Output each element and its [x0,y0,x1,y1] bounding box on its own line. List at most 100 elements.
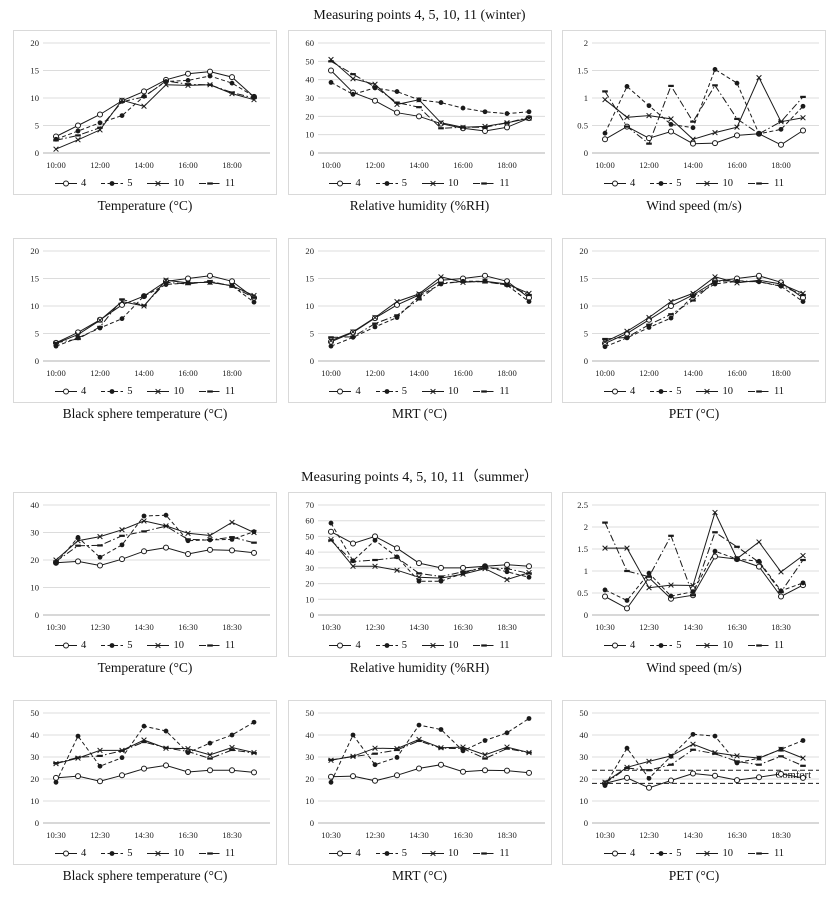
marker-dash-icon [349,335,356,338]
series-4-line [604,275,804,344]
marker-circle-open-icon [646,784,652,791]
y-tick-label: 10 [30,796,39,806]
marker-dash-icon [481,390,488,393]
marker-dash-icon [141,95,147,98]
marker-dash-icon [229,536,235,539]
marker-circle-filled-icon [690,731,696,737]
x-tick-label: 18:30 [497,622,517,632]
marker-x-icon [119,526,125,533]
legend-label: 4 [355,640,361,651]
y-tick-label: 10 [305,796,314,806]
marker-dash-icon [437,127,444,130]
marker-x-icon [690,136,696,143]
marker-x-icon [75,331,81,338]
marker-x-icon [141,103,147,110]
marker-circle-filled-icon [372,762,377,768]
marker-circle-filled-icon [251,719,257,725]
series-10-line [604,276,804,343]
marker-circle-filled-icon [109,643,115,648]
series-4-line [604,126,804,146]
marker-circle-open-icon [415,560,422,567]
y-tick-label: 20 [305,579,314,589]
x-tick-label: 18:00 [771,160,791,170]
x-tick-label: 16:00 [727,368,747,378]
legend-label: 4 [629,640,636,651]
chart-legend: 4 5 10 11 [14,382,276,401]
marker-circle-open-icon [119,772,125,779]
marker-x-icon [800,552,806,559]
chart-title: Black sphere temperature (°C) [62,406,228,421]
marker-circle-open-icon [337,388,344,395]
legend-key-icon [421,388,444,395]
legend-key-icon [198,182,221,185]
marker-x-icon [704,850,711,857]
marker-x-icon [503,576,510,583]
y-tick-label: 60 [305,516,314,526]
x-tick-label: 14:30 [409,622,429,632]
x-tick-label: 14:30 [683,622,703,632]
legend-item-4: 4 [329,640,361,651]
legend-item-11: 11 [198,848,235,859]
marker-dash-icon [525,572,532,575]
chart-winter-wind-speed: 0 0.5 1 1.5 2 10:00 12:00 14:00 16:00 18:00 4 5 10 11… [562,30,826,214]
marker-dash-icon [778,591,784,594]
marker-x-icon [756,755,762,761]
legend-label: 11 [499,386,510,397]
x-tick-label: 16:30 [453,830,473,840]
marker-circle-open-icon [75,122,81,129]
marker-dash-icon [481,644,488,647]
marker-circle-open-icon [327,67,334,74]
x-tick-label: 14:00 [683,160,703,170]
legend-key-icon [603,388,626,395]
x-tick-label: 12:00 [90,368,110,378]
legend-key-icon [421,642,444,649]
marker-dash-icon [646,769,652,772]
legend-label: 11 [499,848,510,859]
marker-circle-filled-icon [712,733,718,739]
marker-circle-open-icon [229,547,235,554]
marker-circle-filled-icon [646,103,652,109]
marker-x-icon [437,119,444,126]
marker-dash-icon [415,106,422,109]
marker-x-icon [97,747,103,754]
marker-circle-filled-icon [75,733,81,739]
marker-x-icon [690,741,696,747]
marker-x-icon [704,388,711,395]
y-tick-label: 1.5 [577,544,588,554]
marker-x-icon [690,290,696,297]
y-tick-label: 0 [584,610,588,620]
x-tick-label: 12:30 [90,830,110,840]
chart-area: 0 10 20 30 40 50 60 70 10:30 12:30 14:30 16:30 18:30… [287,492,552,657]
marker-x-icon [371,314,378,321]
legend-label: 11 [773,178,785,189]
y-tick-label: 50 [305,531,314,541]
y-tick-label: 0 [35,610,39,620]
legend-key-icon [101,851,124,856]
marker-circle-filled-icon [646,775,652,781]
marker-circle-filled-icon [53,779,59,785]
marker-dash-icon [53,341,59,344]
marker-dash-icon [712,280,718,283]
legend-item-11: 11 [473,848,510,859]
y-tick-label: 0.5 [577,121,588,131]
legend-item-11: 11 [198,386,235,397]
marker-x-icon [415,291,422,297]
x-tick-label: 12:30 [639,622,659,632]
legend-key-icon [696,850,719,857]
marker-x-icon [349,563,356,570]
x-tick-label: 12:30 [90,622,110,632]
x-tick-label: 10:00 [321,368,341,378]
series-5-line [604,550,804,602]
legend-label: 10 [173,386,184,397]
legend-label: 5 [401,178,407,189]
marker-circle-filled-icon [75,128,81,134]
chart-summer-pet: 0 10 20 30 40 50 10:30 12:30 14:30 16:30 18:30 Comf… [562,700,826,884]
legend-label: 5 [127,386,133,397]
marker-circle-filled-icon [504,569,509,575]
x-tick-label: 10:00 [595,160,615,170]
legend-item-4: 4 [54,848,86,859]
series-10-line [604,743,804,783]
marker-dash-icon [97,126,103,129]
chart-row-winter-1: 0 5 10 15 20 10:00 12:00 14:00 16:00 18:00 4 5 10 11 T… [0,30,839,214]
y-tick-label: 30 [30,752,39,762]
